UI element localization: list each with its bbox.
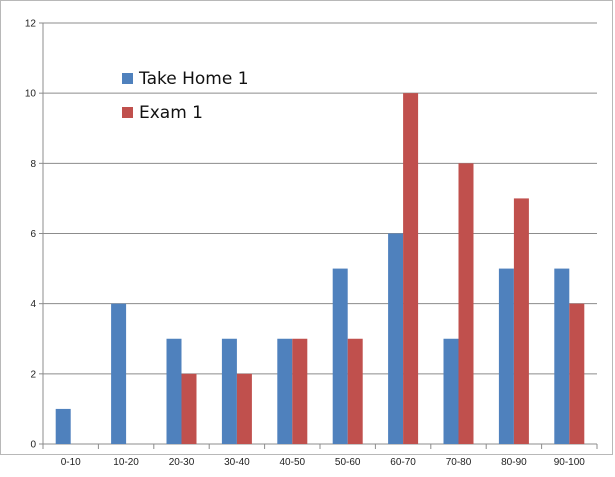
y-tick-label: 6 (30, 229, 36, 240)
y-tick-label: 10 (25, 89, 37, 100)
bar-take-home-1 (221, 338, 237, 444)
bar-exam-1 (181, 373, 197, 444)
y-axis: 0 2 4 6 8 10 12 (25, 19, 44, 451)
legend-label: Take Home 1 (138, 69, 249, 89)
x-tick-label: 40-50 (280, 457, 306, 468)
x-tick-label: 10-20 (113, 457, 139, 468)
bar-exam-1 (403, 93, 419, 445)
legend-swatch (122, 107, 133, 118)
y-tick-label: 12 (25, 19, 37, 30)
legend-swatch (122, 73, 133, 84)
bar-take-home-1 (498, 268, 514, 444)
y-tick-label: 0 (30, 440, 36, 451)
bar-take-home-1 (277, 338, 293, 444)
bar-take-home-1 (332, 268, 348, 444)
bar-take-home-1 (443, 338, 459, 444)
bar-exam-1 (458, 163, 474, 445)
bar-take-home-1 (166, 338, 182, 444)
bars (55, 93, 585, 445)
x-tick-label: 90-100 (554, 457, 586, 468)
x-tick-label: 0-10 (61, 457, 81, 468)
bar-exam-1 (513, 198, 529, 444)
x-tick-label: 20-30 (169, 457, 195, 468)
bar-take-home-1 (388, 233, 404, 444)
bar-exam-1 (347, 338, 363, 444)
bar-exam-1 (569, 303, 585, 444)
x-tick-label: 80-90 (501, 457, 527, 468)
legend: Take Home 1 Exam 1 (122, 69, 249, 123)
x-tick-label: 70-80 (446, 457, 472, 468)
y-tick-label: 2 (30, 369, 36, 380)
x-axis: 0-10 10-20 20-30 30-40 40-50 50-60 60-70 70-80 8… (42, 443, 598, 468)
bar-exam-1 (292, 338, 308, 444)
bar-take-home-1 (554, 268, 570, 444)
x-tick-label: 30-40 (224, 457, 250, 468)
x-tick-label: 50-60 (335, 457, 361, 468)
bar-exam-1 (236, 373, 252, 444)
bar-take-home-1 (111, 303, 127, 444)
x-tick-label: 60-70 (390, 457, 416, 468)
bar-take-home-1 (55, 408, 71, 444)
y-tick-label: 4 (30, 299, 36, 310)
legend-label: Exam 1 (139, 103, 203, 123)
y-tick-label: 8 (30, 159, 36, 170)
